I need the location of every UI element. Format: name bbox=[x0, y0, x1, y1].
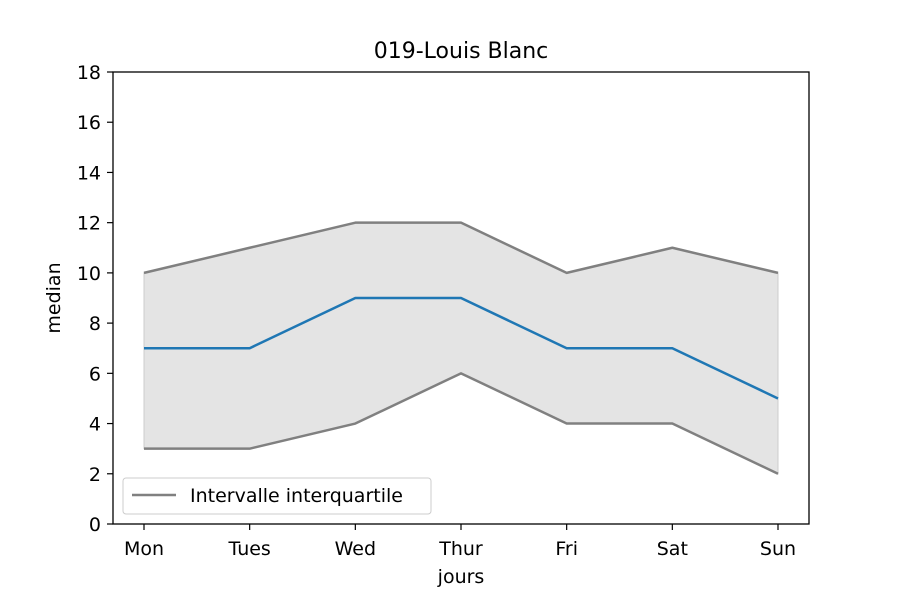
y-axis-ticks: 0 2 4 6 8 10 12 14 16 18 bbox=[77, 62, 113, 536]
chart-title: 019-Louis Blanc bbox=[374, 39, 549, 64]
legend-box bbox=[122, 477, 432, 515]
y-tick-label: 10 bbox=[77, 263, 101, 285]
x-tick-label: Mon bbox=[124, 538, 164, 560]
x-axis-ticks: Mon Tues Wed Thur Fri Sat Sun bbox=[124, 524, 796, 560]
series-layer bbox=[143, 221, 779, 475]
x-tick-label: Tues bbox=[227, 538, 270, 560]
y-tick-label: 14 bbox=[77, 162, 101, 184]
y-tick-label: 0 bbox=[89, 514, 101, 536]
y-tick-label: 8 bbox=[89, 313, 101, 335]
y-tick-label: 4 bbox=[89, 414, 101, 436]
x-axis-label: jours bbox=[437, 566, 485, 588]
legend: Intervalle interquartile bbox=[122, 477, 432, 515]
y-axis-label: median bbox=[43, 262, 65, 333]
x-tick-label: Sun bbox=[760, 538, 796, 560]
series-line-q1 bbox=[144, 372, 779, 475]
x-tick-label: Sat bbox=[657, 538, 688, 560]
y-tick-label: 12 bbox=[77, 213, 101, 235]
x-tick-label: Wed bbox=[335, 538, 376, 560]
series-line-median bbox=[144, 296, 779, 400]
x-tick-label: Fri bbox=[555, 538, 578, 560]
series-line-q3 bbox=[143, 221, 779, 275]
y-tick-label: 6 bbox=[89, 363, 101, 385]
x-tick-label: Thur bbox=[438, 538, 483, 560]
y-tick-label: 2 bbox=[89, 464, 101, 486]
y-tick-label: 18 bbox=[77, 62, 101, 84]
y-tick-label: 16 bbox=[77, 112, 101, 134]
legend-label: Intervalle interquartile bbox=[190, 485, 403, 507]
